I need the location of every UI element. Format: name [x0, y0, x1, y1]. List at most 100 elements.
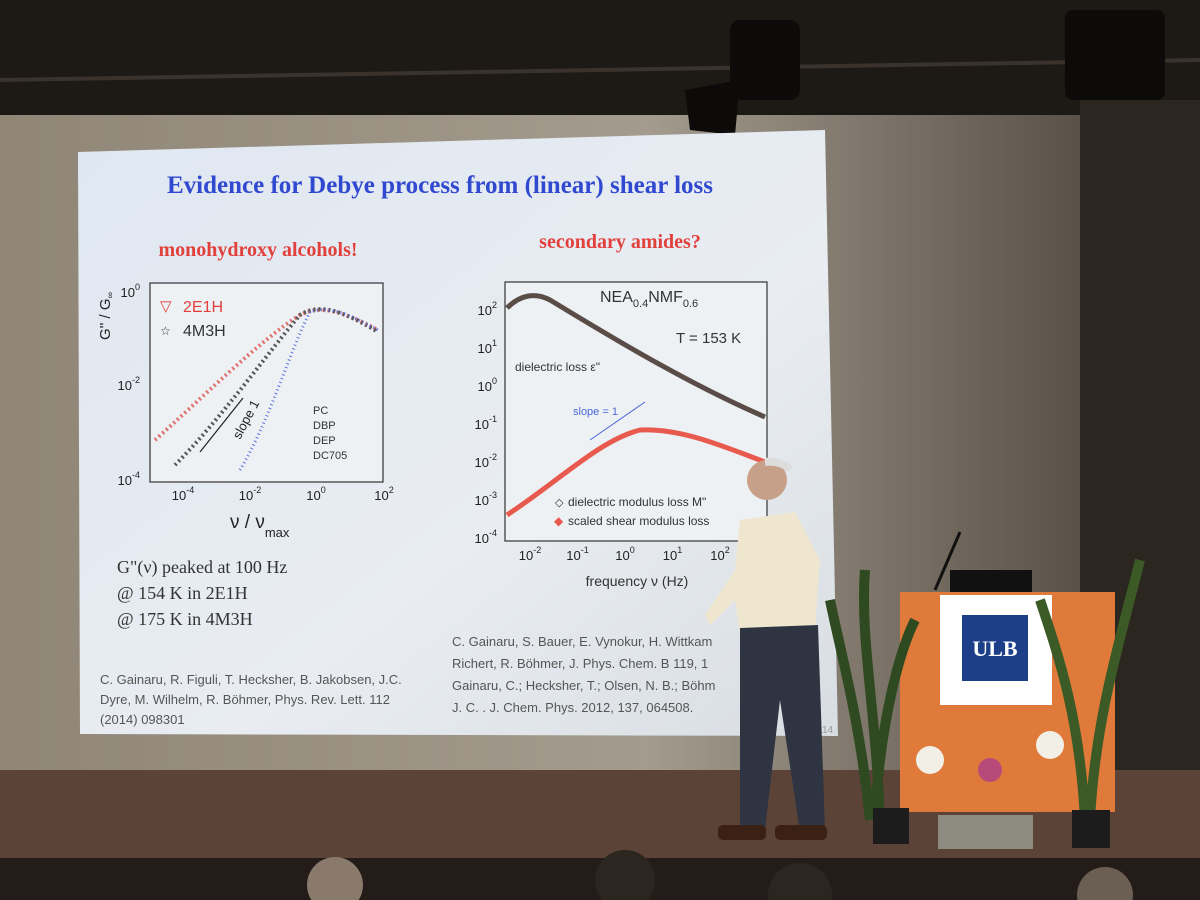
tick-exponent: 0 — [630, 545, 635, 555]
tick-label: 10-2 — [475, 452, 497, 470]
tick-exponent: -2 — [533, 545, 541, 555]
tick-label: 10-3 — [475, 490, 497, 508]
tick-base: 10 — [478, 379, 492, 394]
tick-base: 10 — [475, 493, 489, 508]
tick-label: 10-4 — [118, 470, 140, 488]
citation: Dyre, M. Wilhelm, R. Böhmer, Phys. Rev. … — [100, 692, 390, 707]
spotlight — [685, 10, 1165, 135]
tick-label: 100 — [478, 376, 497, 394]
right-plot: NEA0.4NMF0.6 T = 153 K dielectric loss ε… — [475, 281, 768, 589]
legend-entry: PC — [313, 405, 328, 417]
tick-exponent: 0 — [321, 485, 326, 495]
tick-exponent: 2 — [389, 485, 394, 495]
tick-base: 10 — [475, 417, 489, 432]
tick-base: 10 — [478, 303, 492, 318]
tick-exponent: -4 — [186, 485, 194, 495]
x-axis-label: frequency ν (Hz) — [586, 573, 689, 589]
tick-exponent: 2 — [725, 545, 730, 555]
tick-label: 100 — [615, 545, 634, 563]
tick-base: 10 — [615, 548, 629, 563]
tick-label: 102 — [374, 485, 393, 503]
label: NEA — [600, 289, 633, 306]
tick-base: 10 — [172, 488, 186, 503]
tick-exponent: -2 — [489, 452, 497, 462]
slide-title: Evidence for Debye process from (linear)… — [167, 172, 713, 199]
legend-entry: 2E1H — [183, 299, 223, 316]
page-number: 14 — [822, 725, 834, 736]
tick-label: 101 — [663, 545, 682, 563]
legend-entry: dielectric modulus loss M" — [568, 495, 706, 509]
tick-exponent: -4 — [132, 470, 140, 480]
legend-marker: ▽ — [160, 298, 172, 315]
tick-base: 10 — [663, 548, 677, 563]
logo: ULB — [972, 636, 1018, 661]
legend-entry: 4M3H — [183, 323, 226, 340]
note: G"(ν) peaked at 100 Hz — [117, 557, 287, 578]
tick-base: 10 — [239, 488, 253, 503]
tick-label: 10-4 — [172, 485, 194, 503]
rail — [0, 58, 1200, 82]
tick-base: 10 — [478, 341, 492, 356]
tick-label: 100 — [121, 282, 140, 300]
plants — [825, 558, 1145, 849]
tick-base: 10 — [710, 548, 724, 563]
tick-exponent: 0 — [492, 376, 497, 386]
citation: J. C. . J. Chem. Phys. 2012, 137, 064508… — [452, 700, 693, 715]
temperature: T = 153 K — [676, 330, 741, 347]
speaker — [705, 457, 827, 840]
citation: Richert, R. Böhmer, J. Phys. Chem. B 119… — [452, 656, 708, 671]
right-heading: secondary amides? — [539, 231, 701, 253]
left-heading: monohydroxy alcohols! — [158, 239, 357, 261]
legend-marker: ◇ — [555, 497, 564, 509]
legend-entry: DC705 — [313, 450, 347, 462]
tick-label: 10-2 — [118, 375, 140, 393]
tick-label: 10-2 — [239, 485, 261, 503]
tick-exponent: 1 — [492, 338, 497, 348]
label: G'' / G — [97, 298, 114, 340]
tick-label: 102 — [478, 300, 497, 318]
tick-base: 10 — [475, 455, 489, 470]
label-sub: 0.4 — [633, 298, 648, 310]
tick-exponent: -2 — [132, 375, 140, 385]
tick-label: 102 — [710, 545, 729, 563]
tick-base: 10 — [475, 531, 489, 546]
curve-label: dielectric loss ε" — [515, 360, 600, 374]
note: @ 154 K in 2E1H — [117, 583, 248, 603]
legend-marker: ☆ — [160, 324, 171, 338]
legend-entry: DEP — [313, 435, 336, 447]
tick-exponent: -4 — [489, 528, 497, 538]
legend-marker: ◆ — [554, 514, 564, 528]
tick-exponent: -1 — [489, 414, 497, 424]
tick-exponent: -1 — [581, 545, 589, 555]
tick-label: 10-4 — [475, 528, 497, 546]
legend-entry: DBP — [313, 420, 336, 432]
slope-annotation: slope = 1 — [573, 406, 618, 418]
citation: C. Gainaru, R. Figuli, T. Hecksher, B. J… — [100, 672, 402, 687]
tick-exponent: 0 — [135, 282, 140, 292]
tick-label: 100 — [306, 485, 325, 503]
tick-base: 10 — [121, 285, 135, 300]
note: @ 175 K in 4M3H — [117, 609, 253, 629]
tick-base: 10 — [519, 548, 533, 563]
tick-exponent: -3 — [489, 490, 497, 500]
tick-exponent: 2 — [492, 300, 497, 310]
tick-base: 10 — [118, 473, 132, 488]
left-plot: slope 1 G'' / G∞ ν / νmax ▽ 2E1H ☆ 4M3H … — [97, 282, 394, 540]
citation: Gainaru, C.; Hecksher, T.; Olsen, N. B.;… — [452, 678, 715, 693]
tick-label: 10-1 — [566, 545, 588, 563]
citation: C. Gainaru, S. Bauer, E. Vynokur, H. Wit… — [452, 634, 712, 649]
tick-exponent: 1 — [677, 545, 682, 555]
x-axis-label: ν / νmax — [230, 512, 290, 540]
tick-base: 10 — [118, 378, 132, 393]
label-sub: 0.6 — [683, 298, 698, 310]
legend-entry: scaled shear modulus loss — [568, 514, 709, 528]
tick-exponent: -2 — [253, 485, 261, 495]
tick-label: 10-2 — [519, 545, 541, 563]
label-sub: max — [265, 525, 290, 540]
tick-base: 10 — [566, 548, 580, 563]
label-sub: ∞ — [105, 292, 115, 298]
tick-label: 10-1 — [475, 414, 497, 432]
citation: (2014) 098301 — [100, 712, 185, 727]
y-axis-label: G'' / G∞ — [97, 292, 115, 340]
